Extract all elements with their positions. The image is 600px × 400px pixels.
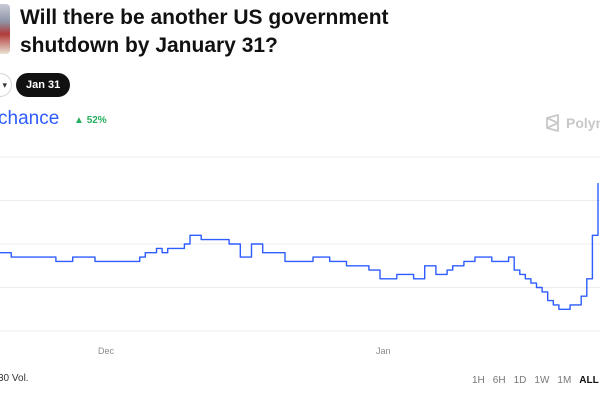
range-1m-button[interactable]: 1M — [553, 373, 575, 387]
range-6h-button[interactable]: 6H — [489, 373, 510, 387]
price-chart[interactable] — [0, 150, 600, 360]
range-all-button[interactable]: ALL — [575, 373, 600, 387]
range-1h-button[interactable]: 1H — [468, 373, 489, 387]
chance-change: ▲ 52% — [74, 115, 107, 126]
chart-series — [0, 183, 599, 310]
chance-label: chance — [0, 108, 60, 129]
triangle-up-icon: ▲ — [74, 115, 84, 126]
market-title: Will there be another US government shut… — [20, 6, 389, 57]
series-line-0 — [0, 183, 599, 310]
x-tick-jan: Jan — [376, 346, 391, 356]
range-1d-button[interactable]: 1D — [510, 373, 531, 387]
date-filter-pill[interactable]: Jan 31 — [16, 73, 71, 97]
polymarket-watermark: Polym — [544, 114, 600, 132]
x-tick-dec: Dec — [98, 346, 115, 356]
chevron-down-icon[interactable]: ▾ — [0, 73, 12, 97]
chance-change-value: 52% — [86, 115, 107, 126]
volume-label: 30 Vol. — [0, 373, 29, 384]
chart-grid — [0, 156, 600, 332]
market-thumbnail — [0, 4, 10, 54]
range-1w-button[interactable]: 1W — [530, 373, 553, 387]
polymarket-logo-icon — [546, 114, 559, 132]
brand-name: Polym — [566, 115, 600, 131]
range-selector: 1H 6H 1D 1W 1M ALL — [468, 373, 600, 387]
